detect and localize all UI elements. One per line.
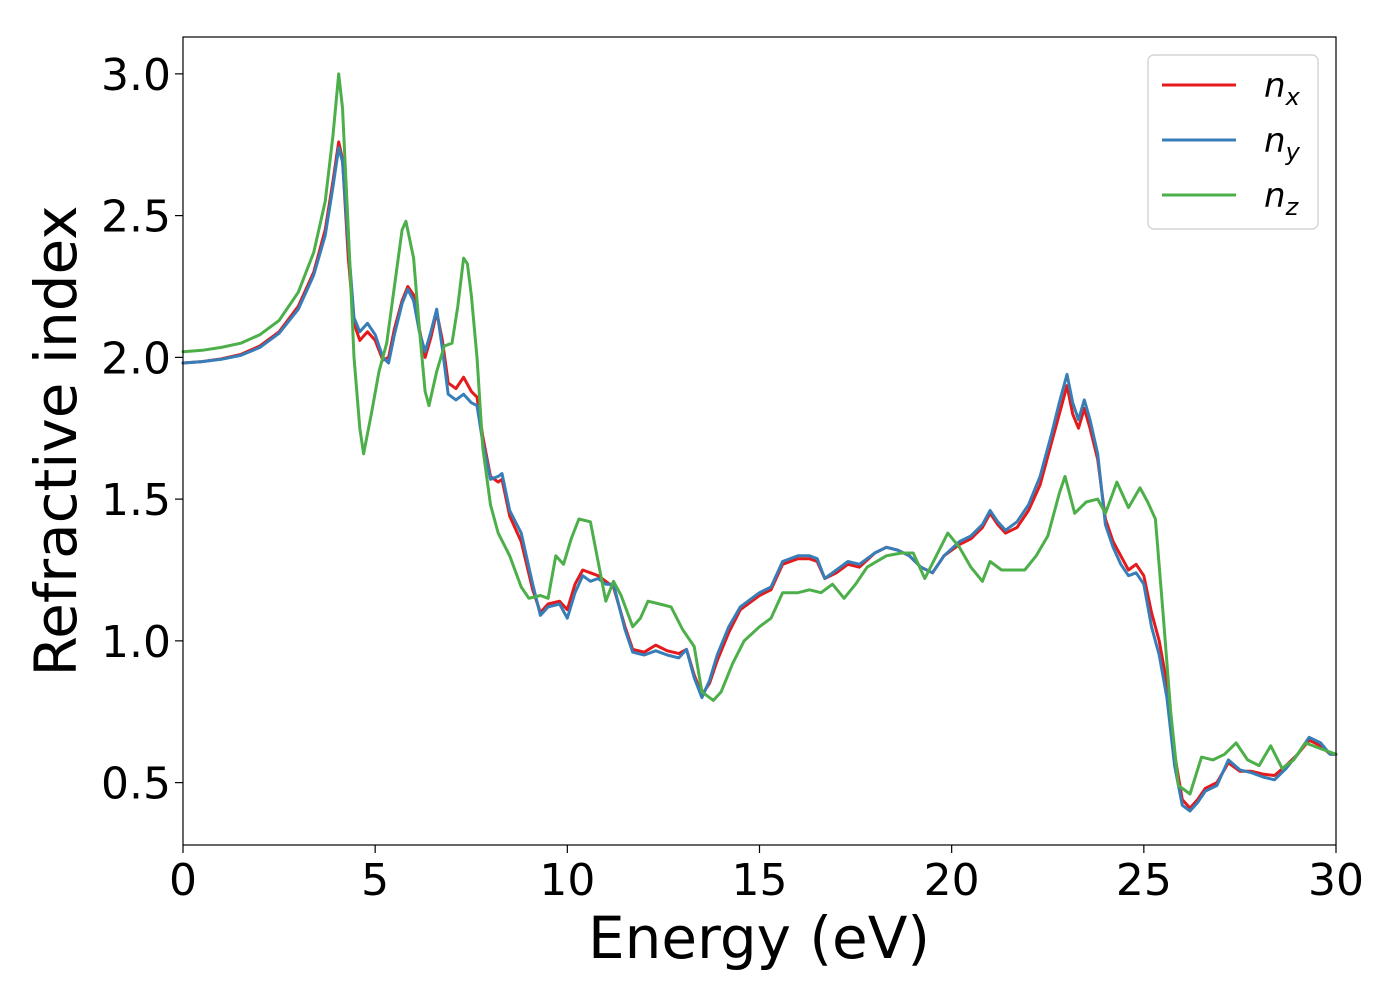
series-line-x (181, 140, 1338, 810)
y-tick-label: 3.0 (101, 50, 171, 101)
legend-box (1147, 54, 1319, 230)
series-line-y (181, 146, 1338, 813)
series-layer (181, 72, 1338, 813)
x-tick-label: 30 (1308, 855, 1364, 906)
y-axis-label: Refractive index (22, 205, 90, 676)
y-axis-ticks: 0.5 1.0 1.5 2.0 2.5 3.0 (101, 50, 183, 810)
x-axis-label: Energy (eV) (588, 904, 930, 972)
y-tick-label: 0.5 (101, 759, 171, 810)
x-tick-label: 25 (1116, 855, 1172, 906)
y-tick-label: 1.5 (101, 475, 171, 526)
y-tick-label: 2.0 (101, 333, 171, 384)
legend: nx ny nz (1147, 54, 1319, 230)
x-tick-label: 10 (539, 855, 595, 906)
legend-label-x: nx (1264, 66, 1301, 111)
x-tick-label: 15 (732, 855, 788, 906)
x-tick-label: 5 (361, 855, 389, 906)
legend-label-z: nz (1264, 176, 1300, 221)
y-tick-label: 1.0 (101, 617, 171, 668)
y-tick-label: 2.5 (101, 192, 171, 243)
x-axis-ticks: 0 5 10 15 20 25 30 (169, 845, 1364, 906)
x-tick-label: 0 (169, 855, 197, 906)
x-tick-label: 20 (924, 855, 980, 906)
legend-label-y: ny (1264, 121, 1301, 166)
series-line-z (181, 72, 1338, 796)
